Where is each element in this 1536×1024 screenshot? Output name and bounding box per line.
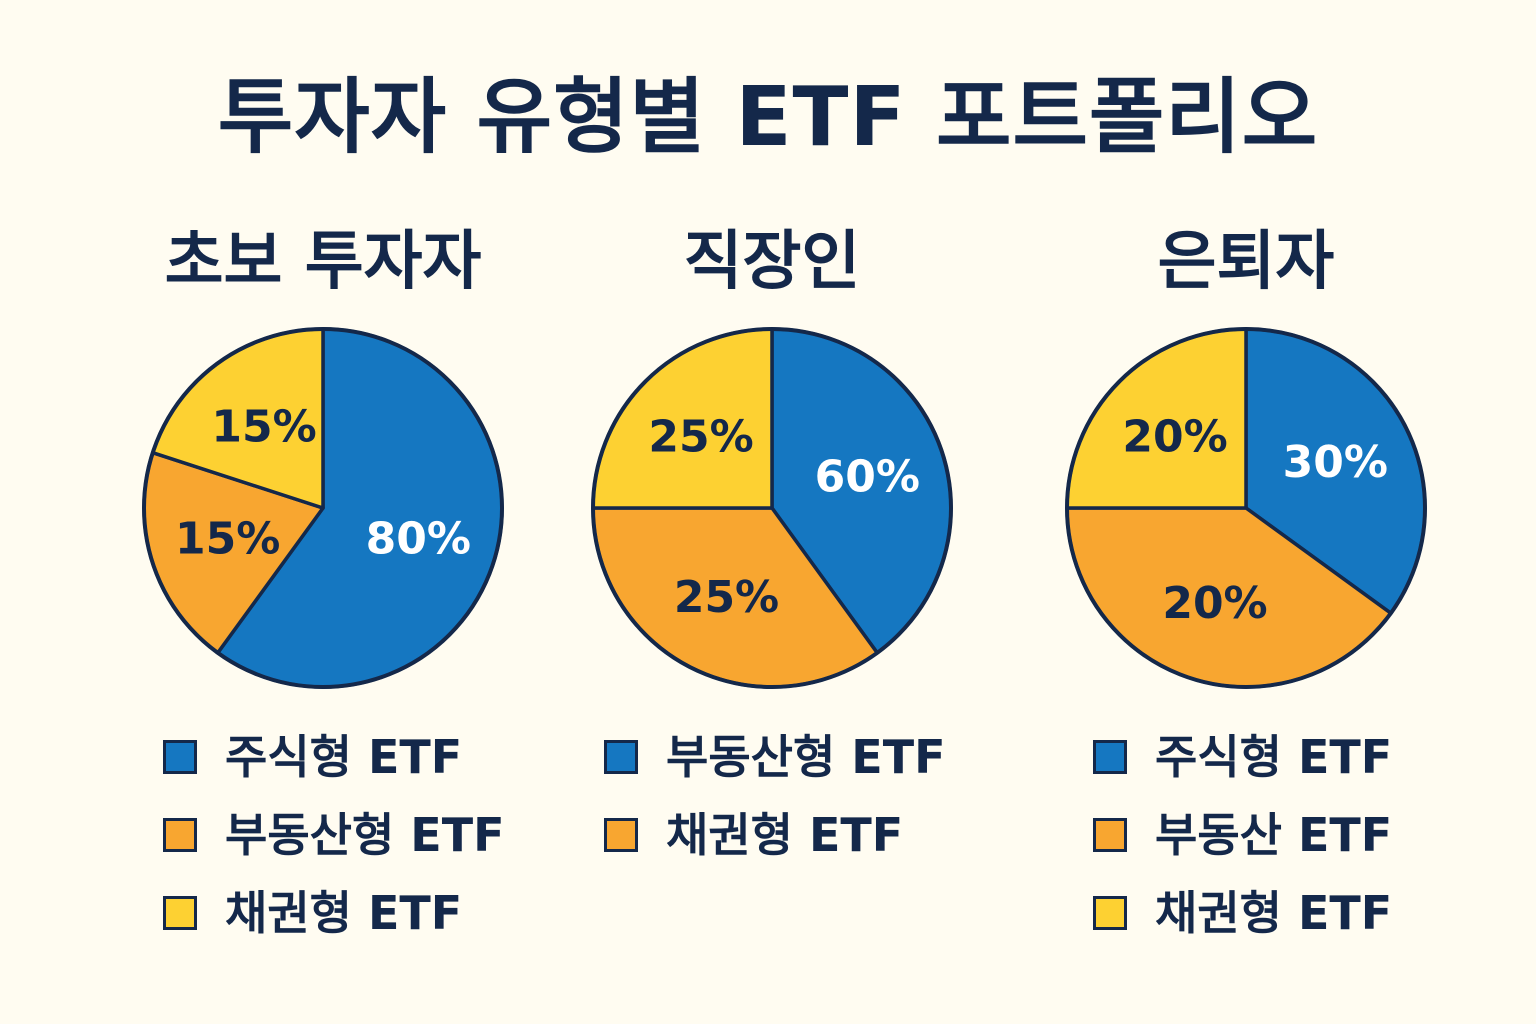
legend-swatch <box>163 896 197 930</box>
legend-item: 부동산 ETF <box>1093 806 1392 864</box>
legend-item: 부동산형 ETF <box>163 806 505 864</box>
legend-item: 채권형 ETF <box>1093 884 1392 942</box>
slice-label: 20% <box>1122 412 1227 463</box>
legend-swatch <box>1093 818 1127 852</box>
slice-label: 80% <box>366 514 471 565</box>
legend-label: 부동산형 ETF <box>666 730 946 784</box>
legend-swatch <box>163 740 197 774</box>
chart-title-beginner: 초보 투자자 <box>164 225 482 299</box>
legend-item: 주식형 ETF <box>163 728 505 786</box>
legend-label: 부동산 ETF <box>1155 808 1393 862</box>
chart-panel-beginner: 초보 투자자 80% 15% 15% 주식형 ETF 부동산형 ETF 채권형 ETF <box>141 0 505 1024</box>
slice-label: 30% <box>1283 437 1388 488</box>
slice-label: 25% <box>648 412 753 463</box>
legend-swatch <box>604 740 638 774</box>
pie-chart-office-worker: 60% 25% 25% <box>591 327 953 689</box>
legend-item: 채권형 ETF <box>604 806 946 864</box>
legend-office-worker: 부동산형 ETF 채권형 ETF <box>604 728 946 884</box>
pie-outline <box>591 327 953 689</box>
chart-panel-office-worker: 직장인 60% 25% 25% 부동산형 ETF 채권형 ETF <box>590 0 954 1024</box>
legend-label: 채권형 ETF <box>1155 886 1393 940</box>
legend-swatch <box>1093 740 1127 774</box>
legend-item: 주식형 ETF <box>1093 728 1392 786</box>
legend-label: 채권형 ETF <box>225 886 463 940</box>
slice-label: 25% <box>674 572 779 623</box>
legend-item: 부동산형 ETF <box>604 728 946 786</box>
slice-label: 15% <box>211 401 316 452</box>
slice-label: 60% <box>815 452 920 503</box>
legend-label: 채권형 ETF <box>666 808 904 862</box>
pie-outline <box>1065 327 1427 689</box>
legend-retiree: 주식형 ETF 부동산 ETF 채권형 ETF <box>1093 728 1392 962</box>
legend-item: 채권형 ETF <box>163 884 505 942</box>
pie-chart-beginner: 80% 15% 15% <box>142 327 504 689</box>
chart-title-office-worker: 직장인 <box>683 225 861 299</box>
legend-swatch <box>604 818 638 852</box>
legend-label: 주식형 ETF <box>225 730 463 784</box>
legend-label: 주식형 ETF <box>1155 730 1393 784</box>
pie-chart-retiree: 30% 20% 20% <box>1065 327 1427 689</box>
page-title: 투자자 유형별 ETF 포트폴리오 <box>217 70 1319 165</box>
legend-beginner: 주식형 ETF 부동산형 ETF 채권형 ETF <box>163 728 505 962</box>
chart-panel-retiree: 은퇴자 30% 20% 20% 주식형 ETF 부동산 ETF 채권형 ETF <box>1064 0 1428 1024</box>
slice-label: 15% <box>175 514 280 565</box>
pie-outline <box>142 327 504 689</box>
slice-label: 20% <box>1162 578 1267 629</box>
chart-title-retiree: 은퇴자 <box>1157 225 1335 299</box>
legend-swatch <box>1093 896 1127 930</box>
legend-swatch <box>163 818 197 852</box>
legend-label: 부동산형 ETF <box>225 808 505 862</box>
